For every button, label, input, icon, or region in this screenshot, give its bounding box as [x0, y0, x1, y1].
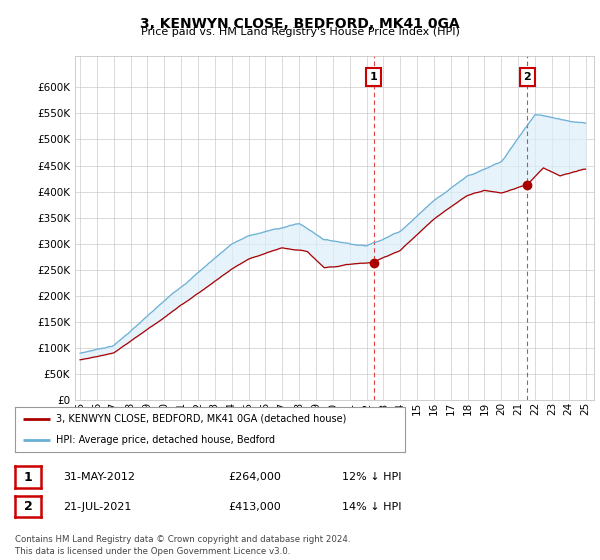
Text: Price paid vs. HM Land Registry's House Price Index (HPI): Price paid vs. HM Land Registry's House … [140, 27, 460, 37]
Text: 2: 2 [524, 72, 532, 82]
Text: 2: 2 [24, 500, 32, 514]
Text: £264,000: £264,000 [228, 472, 281, 482]
Text: 3, KENWYN CLOSE, BEDFORD, MK41 0GA: 3, KENWYN CLOSE, BEDFORD, MK41 0GA [140, 17, 460, 31]
Text: 21-JUL-2021: 21-JUL-2021 [63, 502, 131, 512]
Text: £413,000: £413,000 [228, 502, 281, 512]
Text: 3, KENWYN CLOSE, BEDFORD, MK41 0GA (detached house): 3, KENWYN CLOSE, BEDFORD, MK41 0GA (deta… [56, 414, 346, 424]
Text: 1: 1 [24, 470, 32, 484]
Text: 31-MAY-2012: 31-MAY-2012 [63, 472, 135, 482]
Text: 12% ↓ HPI: 12% ↓ HPI [342, 472, 401, 482]
Text: Contains HM Land Registry data © Crown copyright and database right 2024.
This d: Contains HM Land Registry data © Crown c… [15, 535, 350, 556]
Text: HPI: Average price, detached house, Bedford: HPI: Average price, detached house, Bedf… [56, 435, 275, 445]
Text: 14% ↓ HPI: 14% ↓ HPI [342, 502, 401, 512]
Text: 1: 1 [370, 72, 377, 82]
